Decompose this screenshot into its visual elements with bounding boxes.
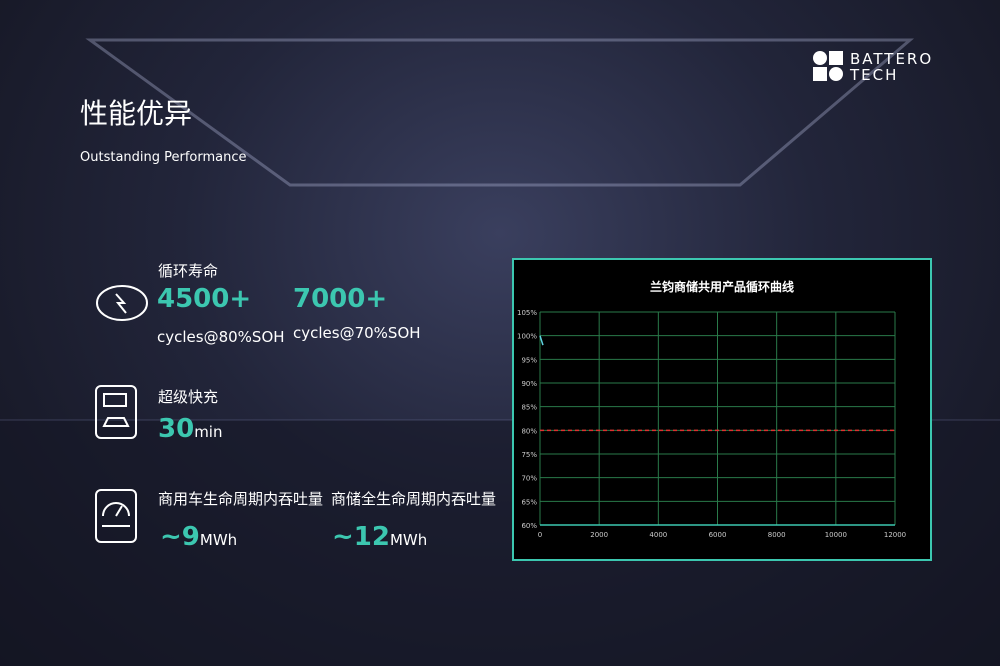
- x-tick-label: 6000: [709, 531, 727, 539]
- logo-icon: [813, 51, 843, 81]
- x-tick-label: 0: [538, 531, 542, 539]
- x-tick-label: 12000: [884, 531, 906, 539]
- metric-unit: MWh: [389, 531, 428, 549]
- y-tick-label: 75%: [521, 451, 537, 459]
- metric-unit: min: [194, 423, 223, 441]
- y-tick-label: 85%: [521, 404, 537, 412]
- y-tick-label: 80%: [521, 427, 537, 435]
- y-tick-label: 95%: [521, 356, 537, 364]
- subtitle: Outstanding Performance: [80, 150, 247, 165]
- chart: 兰钧商储共用产品循环曲线 60% 65% 70% 75% 80% 85% 90% 95% 100…: [512, 258, 932, 561]
- metric-label: 循环寿命: [158, 262, 219, 280]
- metric-value: 4500+: [157, 284, 252, 314]
- gauge-icon: [95, 489, 137, 543]
- logo-text: TECH: [850, 66, 899, 84]
- metric-label: 商用车生命周期内吞吐量: [158, 490, 324, 508]
- y-tick-label: 100%: [517, 333, 537, 341]
- x-tick-label: 4000: [649, 531, 667, 539]
- metric-value: 7000+: [293, 284, 388, 314]
- y-tick-label: 90%: [521, 380, 537, 388]
- y-tick-label: 60%: [521, 522, 537, 530]
- metric-unit: cycles@80%SOH: [157, 328, 285, 346]
- x-tick-label: 10000: [825, 531, 847, 539]
- metric-row: 30min: [158, 414, 222, 444]
- logo-text: BATTERO: [850, 50, 934, 68]
- series-line: [539, 335, 544, 346]
- metric-row: ~12MWh: [332, 522, 427, 552]
- x-tick-label: 2000: [590, 531, 608, 539]
- chart-frame: [512, 258, 932, 561]
- y-tick-label: 105%: [517, 309, 537, 317]
- x-tick-label: 8000: [768, 531, 786, 539]
- y-tick-label: 70%: [521, 475, 537, 483]
- chart-title: 兰钧商储共用产品循环曲线: [650, 279, 794, 294]
- y-tick-label: 65%: [521, 498, 537, 506]
- metric-value: 30: [158, 414, 195, 444]
- title: 性能优异: [80, 97, 193, 130]
- metric-label: 商储全生命周期内吞吐量: [331, 490, 497, 508]
- cycle-icon: [96, 285, 148, 321]
- metric-value: ~12: [332, 522, 390, 552]
- metric-unit: MWh: [199, 531, 238, 549]
- metric-label: 超级快充: [158, 388, 219, 406]
- metric-row: ~9MWh: [160, 522, 237, 552]
- metric-unit: cycles@70%SOH: [293, 324, 421, 342]
- charge-icon: [95, 385, 137, 439]
- metric-value: ~9: [160, 522, 200, 552]
